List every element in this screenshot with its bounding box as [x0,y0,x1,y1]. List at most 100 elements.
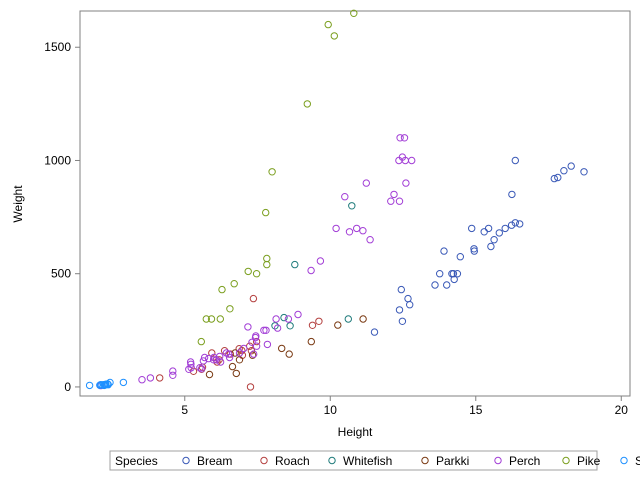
y-axis-title: Weight [11,185,25,223]
data-point [404,294,412,303]
data-point [278,344,286,353]
legend: Species Bream Roach Whitefish Parkki Perch Pi… [109,450,640,471]
data-point [495,229,503,237]
series-parkki [205,315,367,379]
data-point [230,280,238,288]
data-point [307,266,315,275]
data-point [200,353,209,362]
data-point [262,326,270,334]
legend-marker [494,456,502,465]
data-point [330,32,338,40]
series-perch [97,134,416,390]
data-point [216,315,225,323]
series-pike [197,9,358,346]
data-point [240,344,248,353]
data-point [468,224,476,233]
legend-label: Pike [577,454,601,468]
data-point [209,356,218,364]
series-whitefish [271,202,356,330]
data-point [470,247,478,255]
data-point [353,224,361,233]
data-point [244,267,252,276]
data-point [232,369,241,378]
data-point [440,247,448,255]
x-tick-label: 10 [324,403,338,417]
legend-marker [182,456,190,465]
x-tick-label: 5 [181,403,188,417]
data-point [251,333,260,342]
data-point [186,358,195,366]
y-axis-ticks: 0 500 1000 1500 [44,40,80,394]
data-point [252,270,261,278]
x-tick-label: 15 [469,403,483,417]
y-tick-label: 1000 [44,153,71,167]
legend-marker [328,456,336,465]
data-point [169,367,177,375]
data-point [250,350,258,358]
data-point [189,367,198,375]
data-point [501,224,509,233]
series-bream [370,156,588,336]
data-point [252,342,261,350]
data-point [286,322,294,330]
legend-label: Perch [509,454,540,468]
data-point [156,374,164,382]
data-point [390,190,398,199]
data-point [508,190,516,199]
data-point [315,317,323,325]
data-point [228,362,237,371]
legend-label: Parkki [436,454,469,468]
y-tick-label: 1500 [44,40,71,54]
data-point [218,285,226,294]
data-point [207,315,216,323]
data-point [307,337,315,346]
legend-item-smelt: Smelt [620,454,640,468]
data-point [280,313,288,322]
legend-item-whitefish: Whitefish [328,454,392,468]
data-point [362,179,370,187]
legend-item-parkki: Parkki [421,454,469,468]
data-point [238,346,246,355]
data-point [550,174,558,183]
data-point [216,358,225,366]
data-point [226,305,234,313]
legend-label: Smelt [635,454,640,468]
data-point [271,322,279,330]
series-smelt [85,378,128,390]
data-point [204,354,213,363]
data-point [252,337,261,346]
data-point [443,281,451,289]
y-tick-label: 500 [51,267,71,281]
data-point [285,350,293,358]
data-point [387,197,395,205]
data-point [138,376,146,384]
data-point [246,383,255,391]
y-tick-label: 0 [64,380,71,394]
data-point [248,351,257,359]
x-tick-label: 20 [615,403,629,417]
data-point [341,193,349,201]
data-point [516,220,524,228]
data-point [396,134,404,142]
data-point [511,219,519,227]
data-point [235,349,244,357]
data-points [85,9,588,391]
data-point [202,315,211,323]
data-point [453,270,462,278]
data-point [345,228,354,236]
data-point [401,156,409,165]
data-point [291,260,299,269]
data-point [85,381,94,390]
legend-item-perch: Perch [494,454,540,468]
data-point [272,315,280,323]
data-point [316,257,325,265]
data-point [273,324,282,332]
legend-label: Bream [197,454,232,468]
legend-marker [562,456,570,465]
data-point [449,270,458,278]
data-point [119,378,128,387]
data-point [303,100,311,108]
data-point [402,179,410,187]
legend-item-bream: Bream [182,454,232,468]
